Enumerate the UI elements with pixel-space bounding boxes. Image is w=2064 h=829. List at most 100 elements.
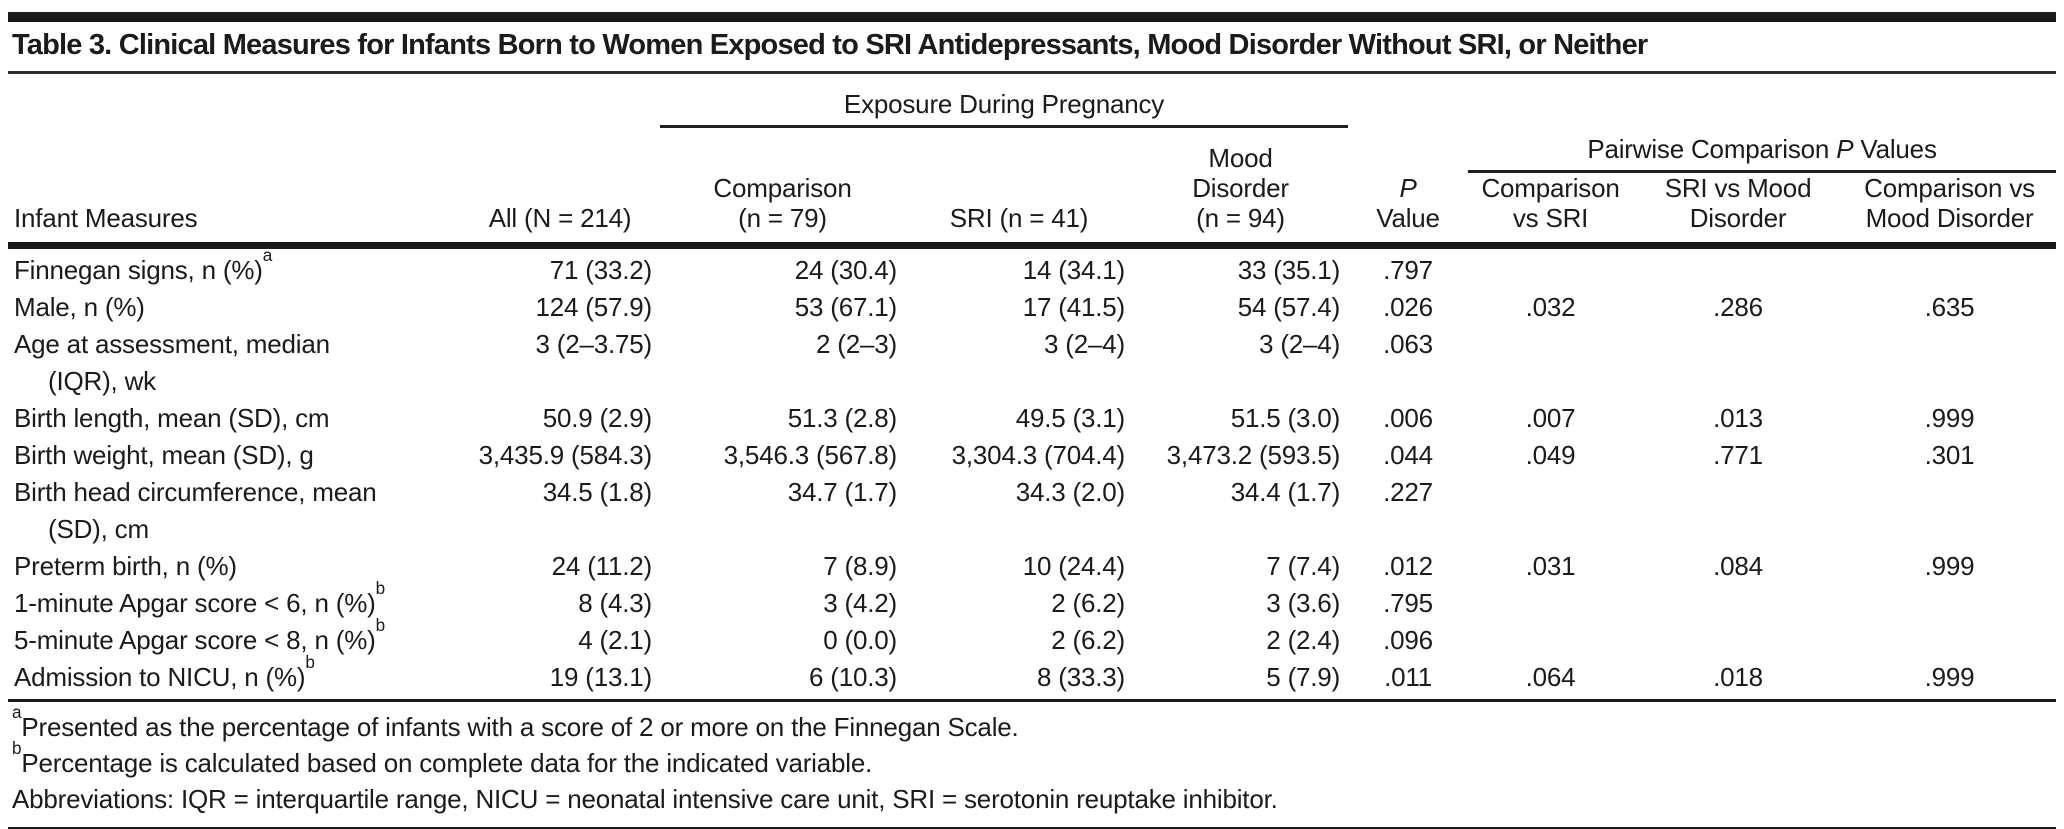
spanner-row-exposure: Exposure During Pregnancy: [8, 74, 2056, 128]
clinical-measures-table: Exposure During Pregnancy Infant Measure…: [8, 74, 2057, 702]
cell-p-comparison-vs-mood: .301: [1924, 439, 1975, 470]
cell-sri: 3 (2–4): [1044, 328, 1125, 359]
cell-mood-disorder: 7 (7.4): [1266, 550, 1341, 581]
table-row: 5-minute Apgar score < 8, n (%)b 4 (2.1) 0…: [8, 617, 2056, 659]
cell-comparison: 24 (30.4): [794, 254, 897, 285]
header-line: SRI vs Mood: [1664, 172, 1812, 203]
row-label-text: Finnegan signs, n (%): [14, 254, 263, 285]
cell-sri: 34.3 (2.0): [1015, 476, 1125, 507]
table-row: Admission to NICU, n (%)b 19 (13.1) 6 (10.…: [8, 654, 2056, 701]
cell-p-comparison-vs-sri: .032: [1525, 291, 1576, 322]
cell-p-value: .063: [1383, 328, 1433, 359]
cell-comparison: 2 (2–3): [816, 328, 897, 359]
header-line: Disorder: [1192, 172, 1289, 203]
header-line: (n = 79): [738, 202, 827, 233]
row-label-text: Admission to NICU, n (%): [14, 661, 306, 692]
footnotes: aPresented as the percentage of infants …: [8, 702, 2056, 827]
cell-p-value: .797: [1383, 254, 1433, 285]
cell-sri: 2 (6.2): [1051, 587, 1125, 618]
pairwise-spanner-label: Pairwise Comparison: [1587, 133, 1830, 164]
cell-p-comparison-vs-mood: [1843, 245, 2056, 289]
table-row: Male, n (%) 124 (57.9) 53 (67.1) 17 (41.5) 5…: [8, 289, 2056, 326]
row-label-text-line2: (SD), cm: [48, 513, 149, 544]
row-label-text-line2: (IQR), wk: [48, 365, 156, 396]
row-label: 5-minute Apgar score < 8, n (%)b: [8, 617, 460, 659]
cell-mood-disorder: 2 (2.4): [1266, 624, 1341, 655]
cell-mood-disorder: 54 (57.4): [1237, 291, 1341, 322]
row-label-text: Male, n (%): [14, 291, 145, 322]
col-header-sri-vs-mood: SRI vs Mood Disorder: [1633, 171, 1843, 245]
table-row: Birth length, mean (SD), cm 50.9 (2.9) 51.…: [8, 400, 2056, 437]
cell-all: 34.5 (1.8): [542, 476, 652, 507]
cell-p-comparison-vs-sri: .049: [1525, 439, 1576, 470]
cell-p-value: .011: [1384, 661, 1432, 692]
cell-all: 3 (2–3.75): [535, 328, 652, 359]
header-line: vs SRI: [1512, 202, 1589, 233]
table-header: Exposure During Pregnancy Infant Measure…: [8, 74, 2057, 245]
cell-mood-disorder: 3,473.2 (593.5): [1166, 439, 1341, 470]
row-label-text: 5-minute Apgar score < 8, n (%): [14, 624, 376, 655]
footnote-text: Percentage is calculated based on comple…: [21, 747, 873, 778]
cell-p-sri-vs-mood: [1633, 474, 1843, 548]
col-header-comparison: Comparison (n = 79): [660, 126, 905, 245]
header-line: Comparison: [713, 172, 852, 203]
cell-sri: 17 (41.5): [1022, 291, 1125, 322]
cell-p-comparison-vs-mood: [1843, 326, 2056, 400]
header-line: Infant Measures: [14, 202, 198, 233]
row-label: Male, n (%): [8, 289, 460, 326]
cell-all: 8 (4.3): [578, 587, 652, 618]
table-row: Preterm birth, n (%) 24 (11.2) 7 (8.9) 10 (…: [8, 548, 2056, 585]
cell-p-comparison-vs-sri: [1468, 326, 1633, 400]
cell-p-sri-vs-mood: .018: [1713, 661, 1763, 692]
cell-comparison: 6 (10.3): [808, 661, 897, 692]
cell-p-sri-vs-mood: .013: [1713, 402, 1763, 433]
cell-comparison: 7 (8.9): [823, 550, 897, 581]
cell-p-value: .044: [1383, 439, 1433, 470]
cell-p-comparison-vs-sri: .031: [1525, 550, 1576, 581]
cell-mood-disorder: 5 (7.9): [1266, 661, 1341, 692]
table-row: Finnegan signs, n (%)a 71 (33.2) 24 (30.4)…: [8, 245, 2056, 289]
cell-p-comparison-vs-sri: .007: [1525, 402, 1576, 433]
cell-p-value: .012: [1383, 550, 1433, 581]
header-line: SRI (n = 41): [949, 202, 1089, 233]
cell-all: 71 (33.2): [549, 254, 652, 285]
row-label: Birth head circumference, mean (SD), cm: [8, 474, 460, 548]
table-row: Birth weight, mean (SD), g 3,435.9 (584.3…: [8, 437, 2056, 474]
table-row: Age at assessment, median (IQR), wk 3 (2–3…: [8, 326, 2056, 400]
pairwise-spanner-italic-p: P: [1836, 133, 1854, 164]
pairwise-spanner-label: Values: [1860, 133, 1937, 164]
cell-p-sri-vs-mood: [1633, 585, 1843, 622]
pairwise-subheader-row: Comparison vs SRI SRI vs Mood Disorder C…: [8, 171, 2056, 245]
col-header-comparison-vs-sri: Comparison vs SRI: [1468, 171, 1633, 245]
cell-all: 4 (2.1): [578, 624, 652, 655]
row-label-text: Birth weight, mean (SD), g: [14, 439, 314, 470]
cell-all: 24 (11.2): [551, 550, 653, 581]
footnote-text: Abbreviations: IQR = interquartile range…: [12, 783, 1278, 814]
cell-p-sri-vs-mood: [1633, 622, 1843, 659]
cell-sri: 10 (24.4): [1022, 550, 1125, 581]
cell-mood-disorder: 3 (3.6): [1266, 587, 1341, 618]
cell-sri: 49.5 (3.1): [1015, 402, 1125, 433]
table-body: Finnegan signs, n (%)a 71 (33.2) 24 (30.4)…: [8, 245, 2057, 701]
cell-p-comparison-vs-mood: .999: [1924, 550, 1975, 581]
cell-mood-disorder: 34.4 (1.7): [1230, 476, 1341, 507]
row-label: Birth weight, mean (SD), g: [8, 437, 460, 474]
row-label-text: Birth head circumference, mean: [14, 476, 377, 507]
cell-p-value: .026: [1383, 291, 1433, 322]
header-line: Mood: [1208, 142, 1273, 173]
cell-sri: 8 (33.3): [1036, 661, 1125, 692]
footnote-marker: b: [375, 578, 386, 599]
cell-p-comparison-vs-sri: .064: [1525, 661, 1576, 692]
header-spacer: [1348, 74, 2056, 126]
cell-all: 124 (57.9): [535, 291, 652, 322]
col-header-mood-disorder: Mood Disorder (n = 94): [1133, 126, 1348, 245]
footnote-text: Presented as the percentage of infants w…: [21, 711, 1019, 742]
cell-all: 19 (13.1): [549, 661, 652, 692]
row-label-text: 1-minute Apgar score < 6, n (%): [14, 587, 376, 618]
col-header-sri: SRI (n = 41): [905, 126, 1133, 245]
col-header-infant-measures: Infant Measures: [8, 126, 460, 245]
footnote: bPercentage is calculated based on compl…: [12, 740, 2054, 781]
cell-p-sri-vs-mood: [1633, 245, 1843, 289]
cell-p-sri-vs-mood: [1633, 326, 1843, 400]
cell-p-value: .795: [1383, 587, 1433, 618]
